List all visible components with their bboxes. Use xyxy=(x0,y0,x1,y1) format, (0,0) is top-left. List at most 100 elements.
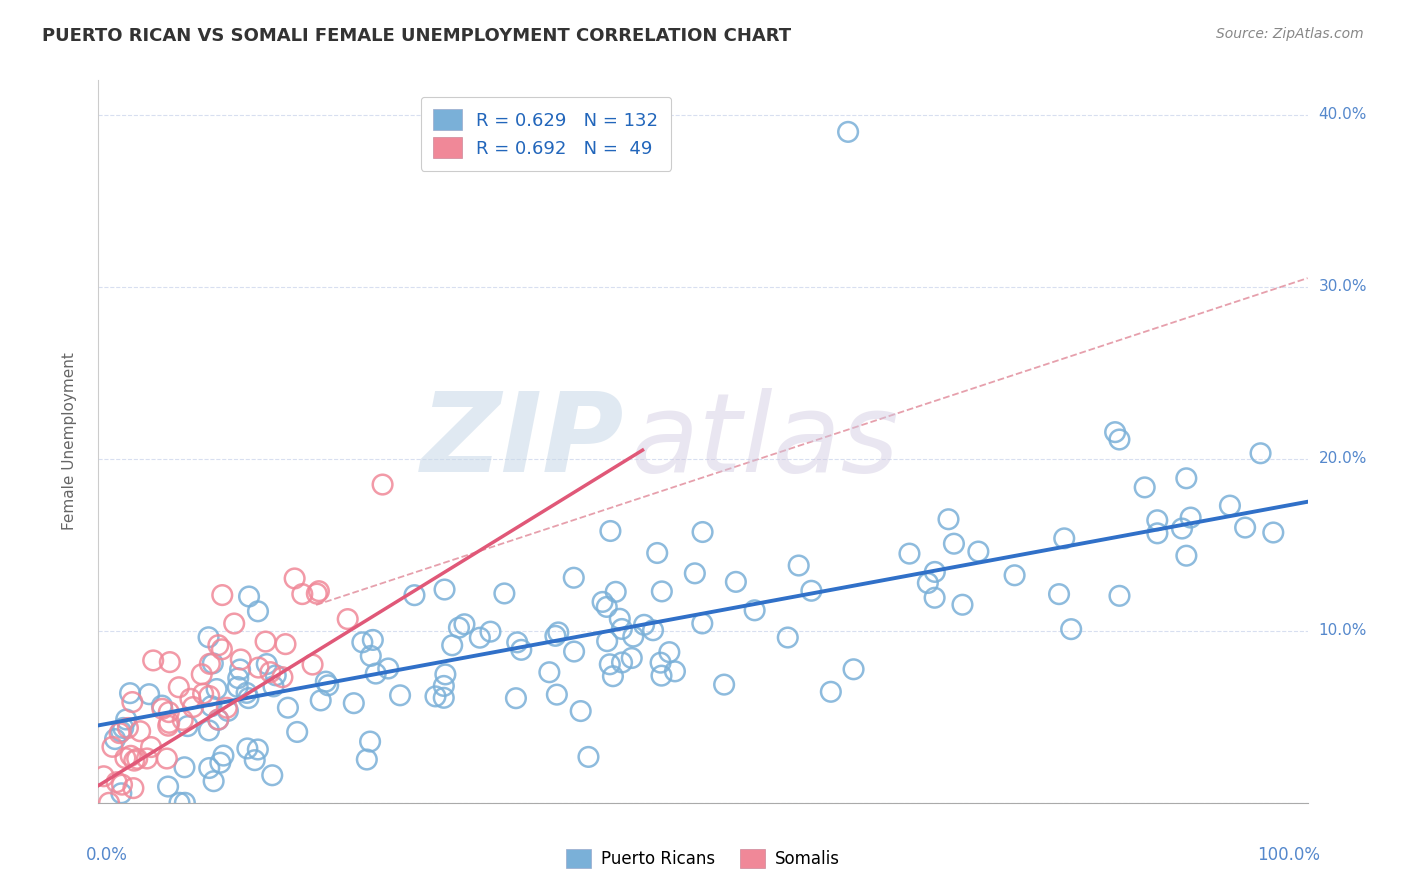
Point xyxy=(371,477,394,491)
Point xyxy=(105,775,128,789)
Point xyxy=(494,586,516,600)
Point xyxy=(121,695,143,709)
Point xyxy=(942,537,965,551)
Point xyxy=(433,690,456,705)
Point xyxy=(343,696,366,710)
Text: 100.0%: 100.0% xyxy=(1257,847,1320,864)
Point xyxy=(361,632,384,647)
Point xyxy=(207,638,229,652)
Point xyxy=(156,751,179,765)
Point xyxy=(104,732,127,747)
Point xyxy=(142,653,165,667)
Point xyxy=(650,656,672,670)
Point xyxy=(190,667,212,681)
Point xyxy=(118,686,141,700)
Point xyxy=(127,752,149,766)
Point xyxy=(274,637,297,651)
Point xyxy=(924,591,946,605)
Point xyxy=(1146,526,1168,541)
Point xyxy=(596,599,619,614)
Point xyxy=(713,677,735,691)
Point xyxy=(787,558,810,573)
Point xyxy=(578,750,600,764)
Point xyxy=(285,725,308,739)
Point xyxy=(236,741,259,756)
Point xyxy=(309,693,332,707)
Point xyxy=(212,748,235,763)
Point xyxy=(157,719,180,733)
Point xyxy=(1104,425,1126,439)
Point xyxy=(226,680,249,694)
Point xyxy=(179,691,201,706)
Point xyxy=(1047,587,1070,601)
Legend: R = 0.629   N = 132, R = 0.692   N =  49: R = 0.629 N = 132, R = 0.692 N = 49 xyxy=(420,96,671,170)
Point xyxy=(191,687,214,701)
Text: Source: ZipAtlas.com: Source: ZipAtlas.com xyxy=(1216,27,1364,41)
Point xyxy=(243,753,266,767)
Point xyxy=(291,587,314,601)
Point xyxy=(1219,499,1241,513)
Point xyxy=(157,705,180,719)
Point xyxy=(157,780,180,794)
Point xyxy=(316,678,339,692)
Point xyxy=(157,715,180,730)
Text: atlas: atlas xyxy=(630,388,898,495)
Point xyxy=(898,547,921,561)
Point xyxy=(211,642,233,657)
Point xyxy=(139,740,162,755)
Point xyxy=(120,748,142,763)
Point xyxy=(425,690,447,704)
Point xyxy=(641,624,664,638)
Point xyxy=(238,691,260,706)
Point xyxy=(633,617,655,632)
Point xyxy=(229,663,252,677)
Point xyxy=(510,643,533,657)
Point xyxy=(658,645,681,659)
Point xyxy=(169,796,191,810)
Point xyxy=(271,670,294,684)
Point xyxy=(434,667,457,681)
Point xyxy=(238,590,260,604)
Point xyxy=(301,657,323,672)
Point xyxy=(259,665,281,680)
Point xyxy=(664,665,686,679)
Point xyxy=(389,688,412,702)
Point xyxy=(207,713,229,727)
Text: 30.0%: 30.0% xyxy=(1319,279,1367,294)
Point xyxy=(101,739,124,754)
Point xyxy=(917,576,939,591)
Point xyxy=(246,742,269,756)
Point xyxy=(433,582,456,597)
Text: 0.0%: 0.0% xyxy=(86,847,128,864)
Point xyxy=(226,671,249,685)
Point xyxy=(538,665,561,680)
Point xyxy=(315,674,337,689)
Point xyxy=(308,584,330,599)
Point xyxy=(111,778,134,792)
Point xyxy=(620,651,643,665)
Point xyxy=(441,638,464,652)
Point xyxy=(1263,525,1285,540)
Point xyxy=(610,656,633,670)
Point xyxy=(820,685,842,699)
Point xyxy=(609,612,631,626)
Point xyxy=(198,689,221,703)
Point xyxy=(610,622,633,636)
Point xyxy=(744,603,766,617)
Point xyxy=(404,588,426,602)
Point xyxy=(114,751,136,765)
Point xyxy=(1180,510,1202,524)
Point xyxy=(1053,532,1076,546)
Point xyxy=(433,679,456,693)
Point xyxy=(1108,433,1130,447)
Point xyxy=(197,630,219,644)
Point xyxy=(938,512,960,526)
Point xyxy=(167,680,190,694)
Point xyxy=(605,584,627,599)
Point xyxy=(305,586,328,600)
Point xyxy=(468,631,491,645)
Point xyxy=(569,704,592,718)
Point xyxy=(506,635,529,649)
Point xyxy=(800,583,823,598)
Point xyxy=(596,634,619,648)
